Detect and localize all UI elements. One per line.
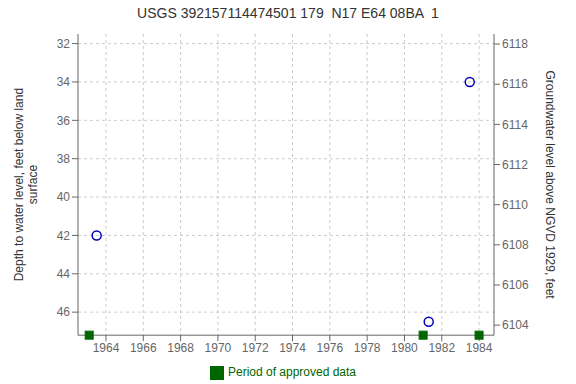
svg-text:1966: 1966 [130,341,157,355]
svg-text:40: 40 [57,190,71,204]
svg-text:42: 42 [57,229,71,243]
html-text:Period of approved data: Period of approved data [228,365,356,380]
svg-text:34: 34 [57,75,71,89]
svg-text:Groundwater level above NGVD 1: Groundwater level above NGVD 1929, feet [543,71,557,300]
svg-text:1978: 1978 [354,341,381,355]
svg-text:46: 46 [57,305,71,319]
svg-text:6116: 6116 [502,77,528,91]
svg-text:1984: 1984 [466,341,493,355]
svg-text:6106: 6106 [502,278,529,292]
svg-text:6112: 6112 [502,158,528,172]
svg-text:1980: 1980 [391,341,418,355]
svg-text:1970: 1970 [205,341,232,355]
svg-text:1976: 1976 [316,341,343,355]
svg-text:6110: 6110 [502,198,528,212]
svg-text:6108: 6108 [502,238,529,252]
html-text:USGS 392157114474501 179 N17 E: USGS 392157114474501 179 N17 E64 08BA 1 [137,5,439,21]
svg-text:1982: 1982 [428,341,455,355]
svg-text:1964: 1964 [93,341,120,355]
svg-text:1972: 1972 [242,341,269,355]
svg-text:6114: 6114 [502,118,528,132]
svg-text:44: 44 [57,267,71,281]
svg-text:1968: 1968 [167,341,194,355]
svg-text:32: 32 [57,37,71,51]
svg-text:6118: 6118 [502,37,528,51]
svg-text:36: 36 [57,114,71,128]
svg-text:1974: 1974 [279,341,306,355]
svg-text:Depth to water level, feet bel: Depth to water level, feet below landsur… [12,88,40,281]
svg-text:6104: 6104 [502,318,529,332]
svg-text:38: 38 [57,152,71,166]
